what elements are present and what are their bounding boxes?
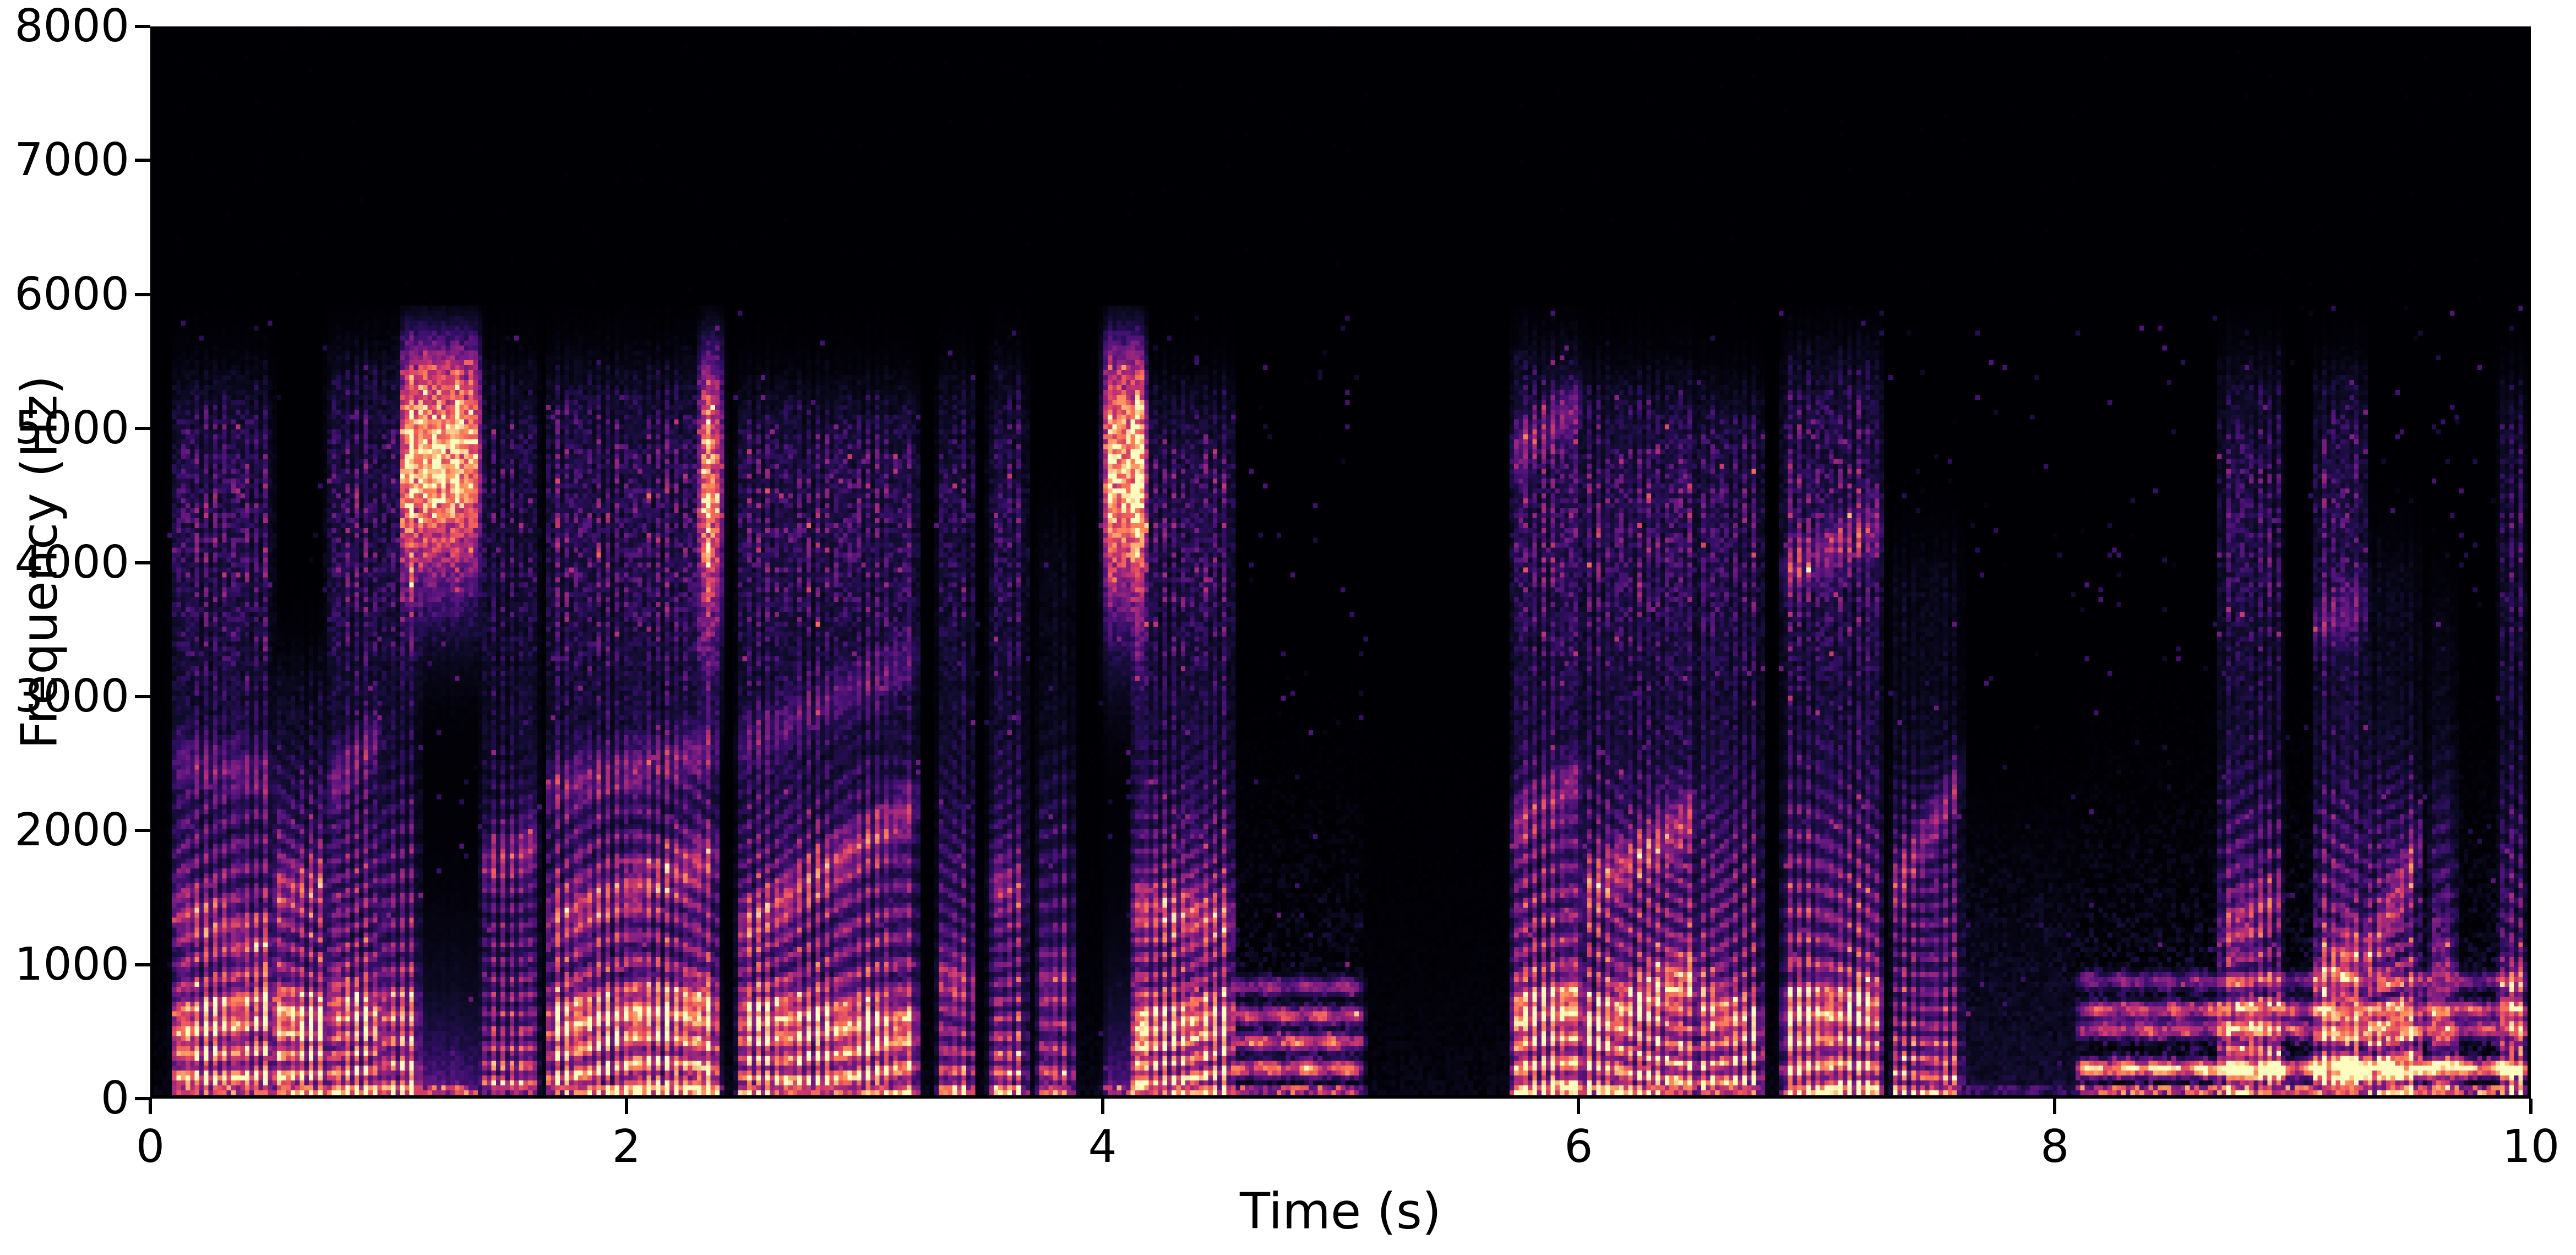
y-tick-mark [135, 1097, 150, 1100]
y-tick-label: 5000 [14, 402, 129, 455]
x-tick-label: 0 [135, 1121, 165, 1173]
x-tick-mark [2529, 1099, 2533, 1114]
y-tick-label: 2000 [14, 804, 129, 857]
x-tick-label: 4 [1088, 1121, 1117, 1173]
y-tick-mark [135, 694, 150, 698]
x-tick-mark [624, 1099, 628, 1114]
y-tick-label: 8000 [14, 0, 129, 52]
y-tick-label: 3000 [14, 670, 129, 722]
y-tick-mark [135, 561, 150, 564]
x-tick-label: 6 [1564, 1121, 1593, 1173]
x-tick-mark [1101, 1099, 1104, 1114]
x-tick-label: 10 [2502, 1121, 2560, 1173]
y-tick-label: 7000 [14, 134, 129, 187]
y-tick-mark [135, 159, 150, 162]
y-tick-mark [135, 427, 150, 431]
x-axis-label: Time (s) [1240, 1182, 1441, 1241]
y-tick-label: 6000 [14, 268, 129, 320]
y-tick-label: 4000 [14, 536, 129, 589]
x-tick-mark [149, 1099, 152, 1114]
y-tick-mark [135, 292, 150, 296]
y-tick-mark [135, 25, 150, 28]
plot-area [150, 26, 2531, 1099]
y-tick-mark [135, 829, 150, 833]
x-tick-label: 2 [612, 1121, 641, 1173]
spectrogram-canvas [154, 30, 2528, 1095]
y-tick-mark [135, 963, 150, 966]
x-tick-mark [1577, 1099, 1581, 1114]
x-tick-mark [2053, 1099, 2057, 1114]
y-tick-label: 1000 [14, 938, 129, 991]
x-tick-label: 8 [2040, 1121, 2069, 1173]
y-tick-label: 0 [100, 1072, 129, 1124]
